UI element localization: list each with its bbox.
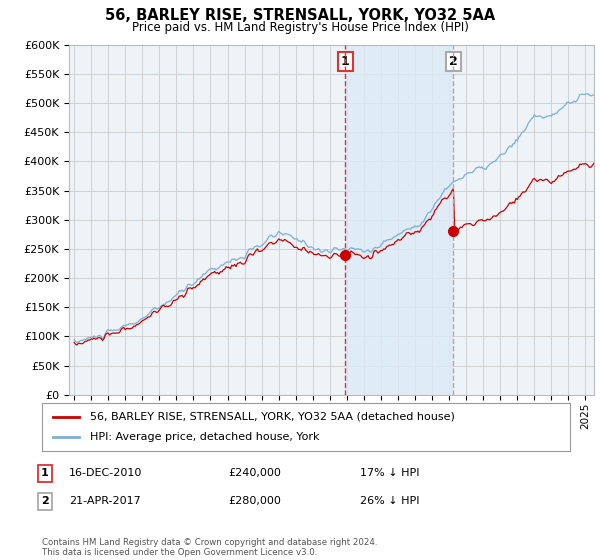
Text: HPI: Average price, detached house, York: HPI: Average price, detached house, York — [89, 432, 319, 442]
Text: 2: 2 — [449, 55, 458, 68]
Bar — [346, 45, 454, 395]
Text: 16-DEC-2010: 16-DEC-2010 — [69, 468, 142, 478]
Text: 17% ↓ HPI: 17% ↓ HPI — [360, 468, 419, 478]
Text: £280,000: £280,000 — [228, 496, 281, 506]
Text: 2: 2 — [41, 496, 49, 506]
Text: 1: 1 — [341, 55, 350, 68]
Text: 26% ↓ HPI: 26% ↓ HPI — [360, 496, 419, 506]
Text: Contains HM Land Registry data © Crown copyright and database right 2024.
This d: Contains HM Land Registry data © Crown c… — [42, 538, 377, 557]
Text: Price paid vs. HM Land Registry's House Price Index (HPI): Price paid vs. HM Land Registry's House … — [131, 21, 469, 34]
Text: 21-APR-2017: 21-APR-2017 — [69, 496, 141, 506]
Text: £240,000: £240,000 — [228, 468, 281, 478]
Text: 56, BARLEY RISE, STRENSALL, YORK, YO32 5AA: 56, BARLEY RISE, STRENSALL, YORK, YO32 5… — [105, 8, 495, 24]
Text: 56, BARLEY RISE, STRENSALL, YORK, YO32 5AA (detached house): 56, BARLEY RISE, STRENSALL, YORK, YO32 5… — [89, 412, 454, 422]
Text: 1: 1 — [41, 468, 49, 478]
